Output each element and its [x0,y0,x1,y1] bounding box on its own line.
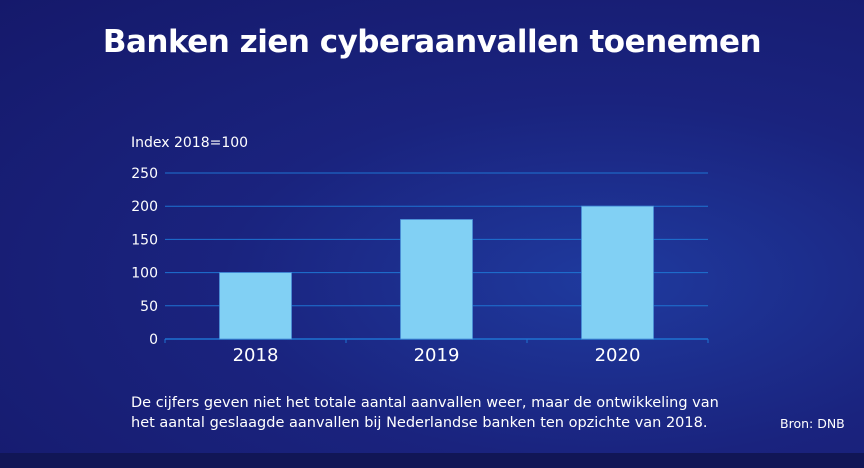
bar-2020 [581,205,654,340]
x-tick-label: 2020 [595,345,641,366]
x-tick-label: 2018 [233,345,279,366]
y-tick-label: 0 [149,332,158,348]
x-tick-label: 2019 [414,345,460,366]
bottom-strip [0,453,864,468]
footnote-line-1: De cijfers geven niet het totale aantal … [131,395,719,411]
y-tick-label: 250 [131,166,158,182]
y-tick-label: 150 [131,232,158,248]
chart-title: Banken zien cyberaanvallen toenemen [102,24,762,60]
footnote: De cijfers geven niet het totale aantal … [131,393,751,433]
y-tick-label: 200 [131,199,158,215]
bar-2019 [400,219,473,340]
y-tick-label: 50 [140,299,158,315]
footnote-line-2: het aantal geslaagde aanvallen bij Neder… [131,415,708,431]
y-axis-label: Index 2018=100 [131,135,248,151]
y-tick-label: 100 [131,266,158,282]
bar-2018 [219,272,292,340]
source-label: Bron: DNB [780,416,845,431]
